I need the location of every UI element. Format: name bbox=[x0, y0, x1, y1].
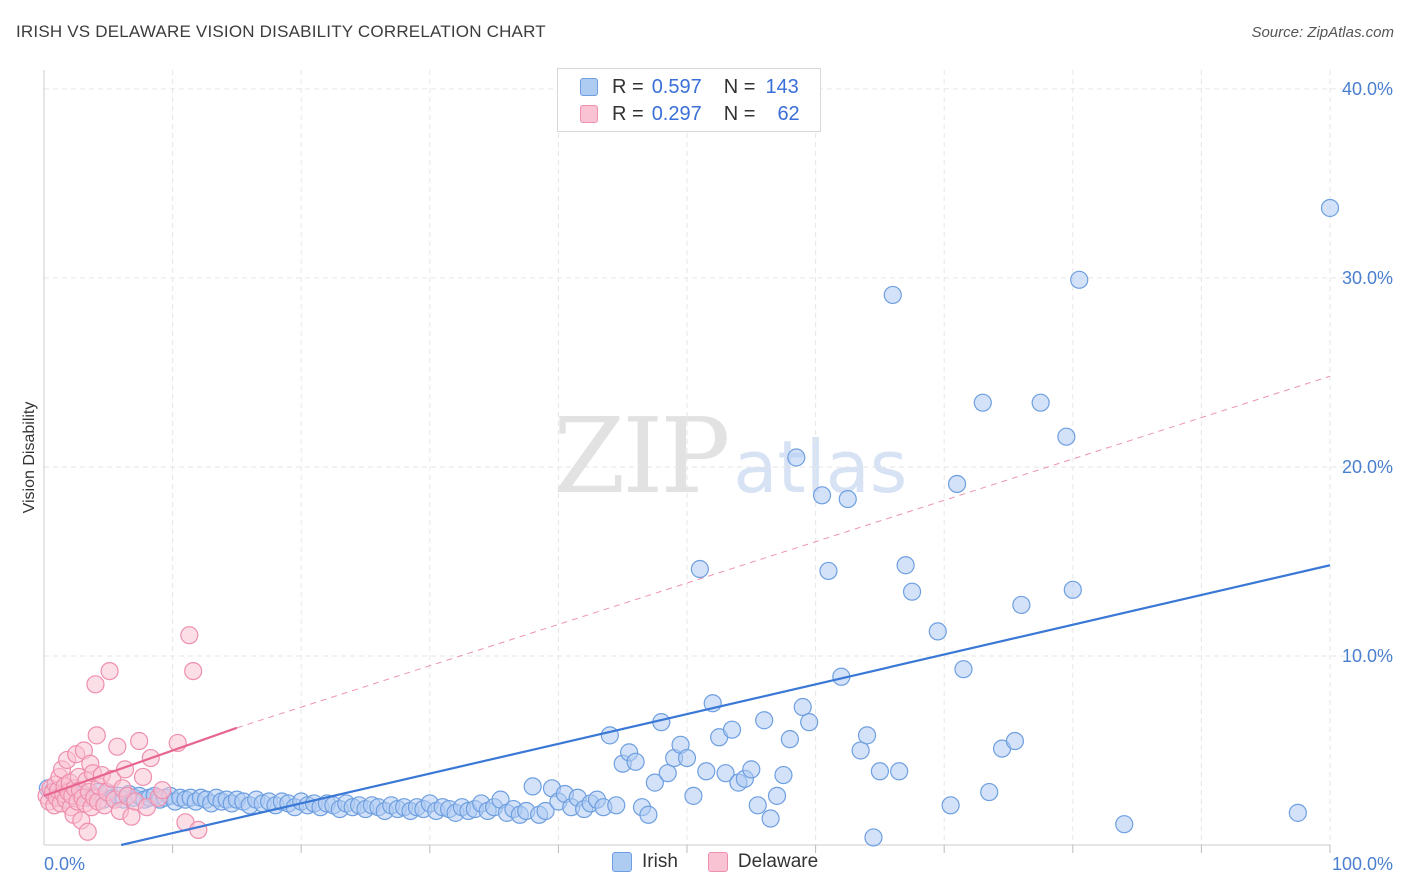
point-irish bbox=[677, 748, 697, 768]
point-delaware bbox=[189, 820, 208, 839]
point-delaware bbox=[108, 737, 127, 756]
point-irish bbox=[973, 393, 992, 412]
legend-row-delaware: R = 0.297 N = 62 bbox=[580, 102, 800, 126]
point-irish bbox=[902, 582, 922, 601]
point-irish bbox=[928, 622, 947, 641]
point-irish bbox=[1070, 270, 1089, 289]
point-irish bbox=[1288, 803, 1307, 822]
point-irish bbox=[870, 762, 890, 781]
point-irish bbox=[812, 486, 832, 505]
point-irish bbox=[1063, 580, 1082, 599]
point-delaware bbox=[184, 661, 203, 681]
point-irish bbox=[761, 809, 780, 828]
point-irish bbox=[1057, 427, 1076, 446]
series-legend-swatch-delaware bbox=[707, 852, 728, 872]
legend-row-irish: R = 0.597 N = 143 bbox=[580, 75, 799, 99]
point-delaware bbox=[122, 807, 141, 826]
y-tick-label: 40.0% bbox=[1342, 79, 1393, 99]
point-irish bbox=[800, 713, 819, 732]
point-irish bbox=[780, 730, 799, 749]
point-irish bbox=[838, 489, 857, 509]
point-irish bbox=[883, 285, 902, 305]
series-legend-label: Irish bbox=[642, 851, 678, 872]
point-irish bbox=[1005, 731, 1025, 751]
point-irish bbox=[819, 561, 838, 581]
point-irish bbox=[607, 796, 626, 815]
point-irish bbox=[626, 752, 645, 771]
point-irish bbox=[742, 760, 761, 779]
point-irish bbox=[658, 764, 677, 783]
x-tick-label: 0.0% bbox=[44, 854, 85, 874]
legend-n-value: 143 bbox=[765, 75, 799, 98]
point-irish bbox=[690, 559, 709, 579]
point-irish bbox=[851, 741, 870, 760]
point-irish bbox=[890, 762, 909, 781]
point-irish bbox=[697, 762, 716, 781]
series-legend-irish[interactable]: Irish bbox=[612, 851, 678, 873]
point-delaware bbox=[100, 661, 119, 681]
point-irish bbox=[755, 711, 774, 730]
point-irish bbox=[536, 801, 555, 821]
point-irish bbox=[1320, 198, 1340, 218]
point-irish bbox=[722, 720, 742, 739]
legend-r-label: R = bbox=[612, 102, 644, 125]
point-irish bbox=[941, 796, 960, 815]
series-legend: Irish Delaware bbox=[612, 851, 848, 873]
point-delaware bbox=[153, 781, 172, 800]
point-irish bbox=[774, 765, 793, 785]
y-tick-label: 30.0% bbox=[1342, 268, 1393, 288]
point-delaware bbox=[86, 675, 105, 694]
legend-swatch-delaware bbox=[580, 105, 598, 123]
trendline-delaware bbox=[43, 726, 238, 797]
y-axis-label: Vision Disability bbox=[21, 402, 38, 514]
point-irish bbox=[1115, 815, 1134, 834]
trendline-irish bbox=[120, 564, 1331, 847]
series-legend-swatch-irish bbox=[612, 852, 632, 872]
x-tick-label: 100.0% bbox=[1332, 854, 1393, 874]
point-irish bbox=[954, 660, 973, 679]
point-delaware bbox=[130, 731, 149, 751]
point-irish bbox=[748, 796, 767, 815]
legend-r-value: 0.297 bbox=[651, 102, 702, 125]
y-tick-label: 20.0% bbox=[1342, 457, 1393, 477]
point-irish bbox=[857, 726, 877, 745]
legend-r-value: 0.597 bbox=[651, 75, 702, 98]
source-label: Source: ZipAtlas.com bbox=[1251, 24, 1394, 41]
point-delaware bbox=[87, 726, 106, 745]
point-irish bbox=[645, 773, 664, 792]
point-irish bbox=[523, 777, 542, 796]
point-irish bbox=[684, 786, 703, 805]
legend-swatch-irish bbox=[580, 78, 598, 96]
legend-n-label: N = bbox=[723, 102, 756, 125]
legend-r-label: R = bbox=[612, 75, 644, 98]
point-delaware bbox=[180, 626, 199, 645]
chart-title: IRISH VS DELAWARE VISION DISABILITY CORR… bbox=[16, 22, 546, 41]
point-irish bbox=[980, 782, 999, 802]
trendline-extension-delaware bbox=[236, 375, 1331, 729]
point-irish bbox=[947, 474, 967, 494]
point-irish bbox=[1012, 595, 1031, 615]
legend-n-value: 62 bbox=[777, 102, 800, 125]
watermark: ZIPatlas bbox=[553, 395, 907, 517]
point-irish bbox=[767, 786, 787, 805]
point-irish bbox=[716, 764, 735, 783]
y-tick-label: 10.0% bbox=[1342, 646, 1393, 666]
point-irish bbox=[1031, 393, 1050, 412]
point-irish bbox=[793, 697, 812, 717]
point-delaware bbox=[78, 822, 97, 841]
stats-legend: R = 0.597 N = 143 R = 0.297 N = 62 bbox=[557, 68, 821, 132]
watermark-zip: ZIP bbox=[553, 395, 730, 517]
point-delaware bbox=[133, 767, 153, 787]
series-legend-delaware[interactable]: Delaware bbox=[707, 851, 819, 873]
point-irish bbox=[864, 828, 883, 847]
point-irish bbox=[896, 556, 915, 575]
legend-n-label: N = bbox=[723, 75, 756, 98]
point-irish bbox=[787, 448, 806, 467]
point-irish bbox=[639, 805, 658, 824]
series-legend-label: Delaware bbox=[737, 851, 819, 872]
